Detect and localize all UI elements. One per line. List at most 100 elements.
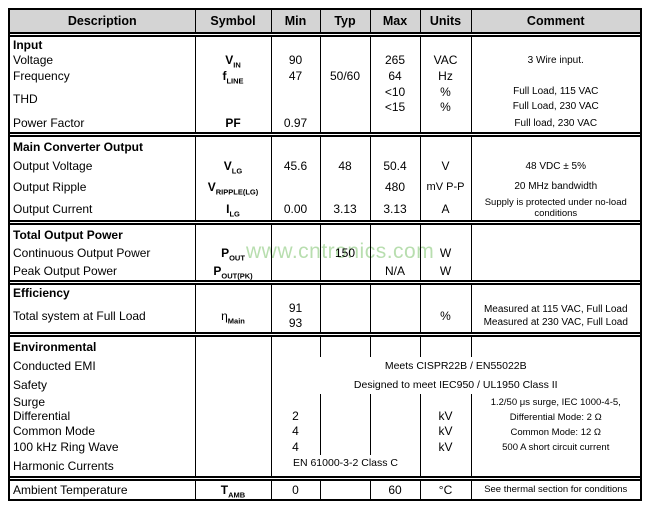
section-environmental: Environmental Conducted EMI Meets CISPR2… bbox=[10, 337, 640, 476]
surge-comment-line: 1.2/50 μs surge, IEC 1000-4-5, bbox=[490, 397, 621, 408]
cell-comment-output-current: Supply is protected under no-load condit… bbox=[470, 197, 640, 220]
cell-desc-surge: Surge bbox=[13, 394, 46, 409]
section-total-power: Total Output Power Continuous Output Pow… bbox=[10, 225, 640, 280]
empty-cell bbox=[419, 337, 471, 357]
cell-units-surge-ring-wave: kV bbox=[419, 438, 471, 455]
surge-comment-line: 500 A short circuit current bbox=[502, 442, 610, 453]
empty-cell bbox=[369, 394, 420, 410]
empty-cell bbox=[470, 337, 640, 357]
cell-desc-frequency: Frequency bbox=[13, 69, 70, 83]
cell-min-frequency: 47 bbox=[270, 68, 320, 84]
empty-cell bbox=[319, 137, 370, 156]
table-row: Environmental bbox=[10, 337, 640, 357]
cell-symbol-frequency: fLINE bbox=[194, 68, 271, 84]
cell-desc-conducted-emi: Conducted EMI bbox=[13, 359, 96, 373]
empty-cell bbox=[319, 225, 370, 244]
cell-symbol-power-factor: PF bbox=[194, 114, 271, 132]
cell-units-ambient: °C bbox=[419, 481, 471, 499]
cell-span-conducted-emi: Meets CISPR22B / EN55022B bbox=[270, 357, 640, 375]
empty-cell bbox=[270, 37, 320, 52]
section-input: Input Voltage VIN 90 265 VAC 3 Wire inpu… bbox=[10, 37, 640, 132]
empty-cell bbox=[194, 225, 271, 244]
cell-desc-surge-differential: Differential bbox=[13, 409, 71, 424]
empty-cell bbox=[470, 244, 640, 262]
empty-cell bbox=[470, 285, 640, 300]
empty-cell bbox=[270, 137, 320, 156]
cell-symbol-voltage: VIN bbox=[194, 52, 271, 68]
cell-min-output-voltage: 45.6 bbox=[270, 156, 320, 176]
empty-cell bbox=[194, 337, 271, 357]
cell-units-output-current: A bbox=[419, 197, 471, 220]
empty-cell bbox=[194, 455, 271, 476]
efficiency-min-230: 93 bbox=[288, 316, 303, 330]
empty-cell bbox=[319, 285, 370, 300]
empty-cell bbox=[419, 137, 471, 156]
table-row: Voltage VIN 90 265 VAC 3 Wire input. bbox=[10, 52, 640, 68]
cell-min-surge-common-mode: 4 bbox=[270, 423, 320, 439]
section-ambient: Ambient Temperature TAMB 0 60 °C See the… bbox=[10, 481, 640, 499]
table-row: Power Factor PF 0.97 Full load, 230 VAC bbox=[10, 114, 640, 132]
cell-comment-thd-230: Full Load, 230 VAC bbox=[470, 99, 640, 114]
empty-cell bbox=[194, 84, 271, 114]
empty-cell bbox=[419, 225, 471, 244]
empty-cell bbox=[369, 244, 420, 262]
cell-comment-voltage: 3 Wire input. bbox=[470, 52, 640, 68]
header-max: Max bbox=[369, 10, 420, 32]
empty-cell bbox=[319, 423, 370, 439]
empty-cell bbox=[319, 84, 370, 114]
table-row: 100 kHz Ring Wave 4 kV bbox=[10, 438, 640, 455]
empty-cell bbox=[319, 438, 370, 455]
header-units: Units bbox=[419, 10, 471, 32]
cell-symbol-output-current: ILG bbox=[194, 197, 271, 220]
header-comment: Comment bbox=[470, 10, 640, 32]
cell-desc-power-factor: Power Factor bbox=[13, 116, 85, 130]
cell-symbol-continuous-power: POUT bbox=[194, 244, 271, 262]
empty-cell bbox=[369, 409, 420, 424]
cell-max-output-ripple: 480 bbox=[369, 176, 420, 197]
cell-comment-efficiency: Measured at 115 VAC, Full Load Measured … bbox=[470, 300, 640, 332]
section-main-output: Main Converter Output Output Voltage VLG… bbox=[10, 137, 640, 220]
empty-cell bbox=[270, 262, 320, 280]
cell-units-surge-common-mode: kV bbox=[419, 423, 471, 439]
cell-min-surge-ring-wave: 4 bbox=[270, 438, 320, 455]
cell-units-peak-power: W bbox=[419, 262, 471, 280]
cell-units-output-ripple: mV P-P bbox=[419, 176, 471, 197]
table-row: Main Converter Output bbox=[10, 137, 640, 156]
table-row: Output Voltage VLG 45.6 48 50.4 V 48 VDC… bbox=[10, 156, 640, 176]
header-table: Description Symbol Min Typ Max Units Com… bbox=[10, 10, 640, 32]
header-typ: Typ bbox=[319, 10, 370, 32]
header-min: Min bbox=[270, 10, 320, 32]
cell-comment-power-factor: Full load, 230 VAC bbox=[470, 114, 640, 132]
empty-cell bbox=[319, 52, 370, 68]
cell-symbol-output-voltage: VLG bbox=[194, 156, 271, 176]
section-divider bbox=[10, 32, 640, 37]
cell-span-harmonic: EN 61000-3-2 Class C bbox=[270, 455, 420, 476]
empty-cell bbox=[319, 262, 370, 280]
table-row: Safety Designed to meet IEC950 / UL1950 … bbox=[10, 375, 640, 394]
empty-cell bbox=[270, 84, 320, 114]
empty-cell bbox=[319, 394, 370, 410]
table-row: Total system at Full Load ηMain 91 93 % … bbox=[10, 300, 640, 332]
cell-comment-ambient: See thermal section for conditions bbox=[470, 481, 640, 499]
section-divider bbox=[10, 476, 640, 481]
cell-typ-frequency: 50/60 bbox=[319, 68, 370, 84]
empty-cell bbox=[470, 37, 640, 52]
cell-units-voltage: VAC bbox=[419, 52, 471, 68]
efficiency-comment-115: Measured at 115 VAC, Full Load bbox=[483, 304, 628, 315]
table-row: Conducted EMI Meets CISPR22B / EN55022B bbox=[10, 357, 640, 375]
header-row: Description Symbol Min Typ Max Units Com… bbox=[10, 10, 640, 32]
table-row: Continuous Output Power POUT 150 W bbox=[10, 244, 640, 262]
empty-cell bbox=[319, 300, 370, 332]
table-row: Surge 1.2/50 μs surge, IEC 1000-4-5, Dif… bbox=[10, 394, 640, 455]
section-divider bbox=[10, 220, 640, 225]
cell-desc-safety: Safety bbox=[13, 377, 48, 392]
section-efficiency: Efficiency Total system at Full Load ηMa… bbox=[10, 285, 640, 332]
cell-units-frequency: Hz bbox=[419, 68, 471, 84]
empty-cell bbox=[270, 176, 320, 197]
cell-units-surge-differential: kV bbox=[419, 409, 471, 424]
cell-min-surge-differential: 2 bbox=[270, 409, 320, 424]
table-row: Output Ripple VRIPPLE(LG) 480 mV P-P 20 … bbox=[10, 176, 640, 197]
cell-max-voltage: 265 bbox=[369, 52, 420, 68]
cell-max-frequency: 64 bbox=[369, 68, 420, 84]
cell-desc-output-current: Output Current bbox=[13, 201, 93, 216]
